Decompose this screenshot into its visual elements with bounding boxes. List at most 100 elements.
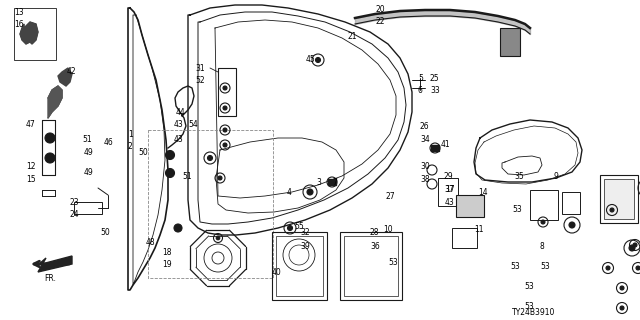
Text: 49: 49 xyxy=(84,168,93,177)
Polygon shape xyxy=(58,68,72,86)
Text: 38: 38 xyxy=(420,175,429,184)
Text: 54: 54 xyxy=(188,120,198,129)
Text: FR.: FR. xyxy=(44,274,56,283)
Text: 32: 32 xyxy=(300,228,310,237)
Text: 40: 40 xyxy=(272,268,282,277)
Text: 3: 3 xyxy=(316,178,321,187)
Text: 48: 48 xyxy=(146,238,156,247)
Circle shape xyxy=(636,266,640,270)
Text: 43: 43 xyxy=(174,120,184,129)
Text: 50: 50 xyxy=(138,148,148,157)
Bar xyxy=(344,236,398,296)
Text: 10: 10 xyxy=(383,225,392,234)
Text: 1: 1 xyxy=(128,130,132,139)
Circle shape xyxy=(316,58,321,62)
Text: 35: 35 xyxy=(514,172,524,181)
Text: 53: 53 xyxy=(388,258,397,267)
Bar xyxy=(500,28,520,56)
Text: 49: 49 xyxy=(84,148,93,157)
Text: 34: 34 xyxy=(420,135,429,144)
Circle shape xyxy=(307,189,313,195)
Circle shape xyxy=(633,243,637,247)
Text: 12: 12 xyxy=(26,162,35,171)
Text: 15: 15 xyxy=(26,175,36,184)
Text: 36: 36 xyxy=(370,242,380,251)
Bar xyxy=(340,232,402,300)
Text: 53: 53 xyxy=(524,282,534,291)
Text: 53: 53 xyxy=(524,302,534,311)
Circle shape xyxy=(620,306,624,310)
Circle shape xyxy=(223,106,227,110)
Circle shape xyxy=(174,224,182,232)
Text: 25: 25 xyxy=(430,74,440,83)
Polygon shape xyxy=(48,86,62,118)
Text: 33: 33 xyxy=(430,86,440,95)
Text: 7: 7 xyxy=(332,178,337,187)
Circle shape xyxy=(223,128,227,132)
Text: 47: 47 xyxy=(26,120,36,129)
Text: 53: 53 xyxy=(512,205,522,214)
Bar xyxy=(74,202,102,214)
Bar xyxy=(456,195,484,217)
Circle shape xyxy=(610,208,614,212)
Bar xyxy=(14,8,56,60)
Circle shape xyxy=(45,133,55,143)
Text: 2: 2 xyxy=(128,142,132,151)
Circle shape xyxy=(223,143,227,147)
Bar xyxy=(530,190,558,220)
Bar xyxy=(452,228,477,248)
Text: 43: 43 xyxy=(174,135,184,144)
Text: 11: 11 xyxy=(474,225,483,234)
Circle shape xyxy=(629,245,635,251)
Text: 39: 39 xyxy=(300,242,310,251)
Text: 16: 16 xyxy=(14,20,24,29)
Text: 8: 8 xyxy=(540,242,545,251)
Bar xyxy=(438,178,458,206)
Circle shape xyxy=(541,220,545,224)
Circle shape xyxy=(45,153,55,163)
Polygon shape xyxy=(431,145,439,151)
Text: 31: 31 xyxy=(195,64,205,73)
Text: 37: 37 xyxy=(444,185,454,194)
Text: 44: 44 xyxy=(176,108,186,117)
Circle shape xyxy=(606,266,610,270)
Text: 14: 14 xyxy=(478,188,488,197)
Text: 51: 51 xyxy=(182,172,191,181)
Text: 30: 30 xyxy=(420,162,429,171)
Text: 22: 22 xyxy=(376,17,385,26)
Bar xyxy=(604,179,634,219)
Text: 19: 19 xyxy=(162,260,172,269)
Polygon shape xyxy=(20,22,38,44)
Circle shape xyxy=(218,176,222,180)
Text: 21: 21 xyxy=(348,32,358,41)
Circle shape xyxy=(207,156,212,161)
Text: 23: 23 xyxy=(70,198,79,207)
Polygon shape xyxy=(38,256,72,272)
Text: 50: 50 xyxy=(100,228,109,237)
Text: TY24B3910: TY24B3910 xyxy=(512,308,556,317)
Text: 53: 53 xyxy=(540,262,550,271)
Bar xyxy=(148,130,273,278)
Bar xyxy=(600,175,638,223)
Text: 45: 45 xyxy=(306,55,316,64)
Text: 46: 46 xyxy=(104,138,114,147)
Bar xyxy=(562,192,580,214)
Text: 53: 53 xyxy=(510,262,520,271)
Text: 27: 27 xyxy=(385,192,395,201)
Text: 6: 6 xyxy=(418,86,423,95)
Bar xyxy=(276,236,323,296)
Polygon shape xyxy=(328,179,336,185)
Circle shape xyxy=(287,226,292,230)
Text: 9: 9 xyxy=(554,172,559,181)
Text: 42: 42 xyxy=(67,67,77,76)
Text: 5: 5 xyxy=(418,74,423,83)
Text: 43: 43 xyxy=(445,198,455,207)
Bar xyxy=(218,68,236,116)
Circle shape xyxy=(569,222,575,228)
Bar xyxy=(272,232,327,300)
Text: 51: 51 xyxy=(82,135,92,144)
Text: 4: 4 xyxy=(287,188,292,197)
Text: 28: 28 xyxy=(370,228,380,237)
Text: 18: 18 xyxy=(162,248,172,257)
Circle shape xyxy=(166,169,175,178)
